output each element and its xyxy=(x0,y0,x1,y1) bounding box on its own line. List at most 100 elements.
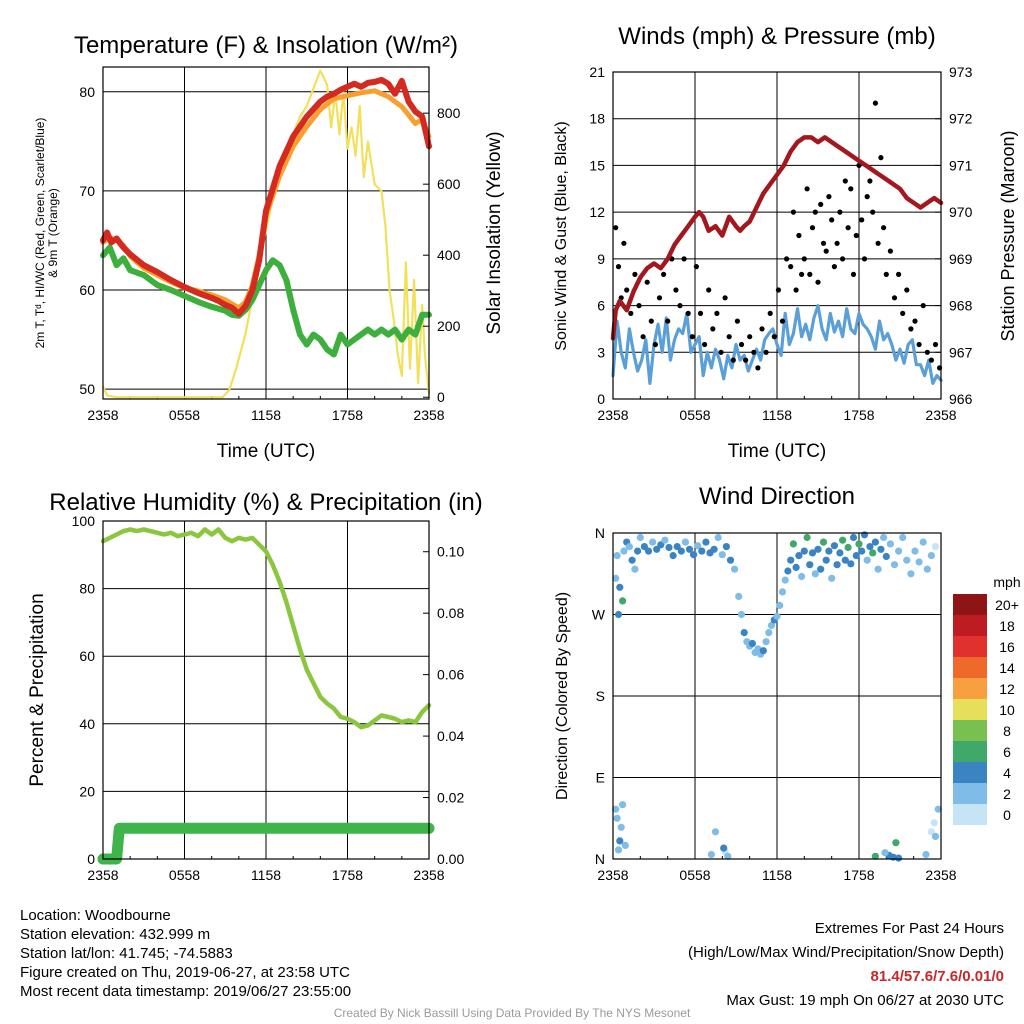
direction-point xyxy=(830,542,839,550)
gust-point xyxy=(872,100,879,106)
direction-point xyxy=(685,545,694,553)
gust-point xyxy=(747,334,753,340)
direction-point xyxy=(707,850,716,859)
gust-point xyxy=(681,256,687,262)
gust-point xyxy=(801,256,807,262)
humidity-x-tick-label: 2358 xyxy=(413,867,444,883)
gust-point xyxy=(743,357,749,363)
speed-legend-swatch xyxy=(953,699,987,720)
humidity-y-tick-label: 80 xyxy=(79,581,95,597)
gust-point xyxy=(779,318,786,324)
direction-point xyxy=(931,832,940,841)
gust-point xyxy=(738,341,745,348)
direction-point xyxy=(803,533,811,542)
temperature-y2-tick-label: 800 xyxy=(437,105,461,121)
figure-created: Figure created on Thu, 2019-06-27, at 23… xyxy=(20,964,350,981)
direction-point xyxy=(614,610,623,619)
direction-point xyxy=(711,828,720,836)
direction-point xyxy=(784,567,792,575)
direction-point xyxy=(677,547,685,555)
gust-point xyxy=(829,217,835,223)
direction-point xyxy=(731,565,739,573)
temperature-y-label-line2: & 9m T (Orange) xyxy=(46,188,60,278)
direction-point xyxy=(748,639,757,648)
gust-point xyxy=(820,240,827,246)
direction-point xyxy=(616,837,624,845)
speed-legend-swatch xyxy=(953,657,987,678)
gust-point xyxy=(730,357,736,363)
direction-point xyxy=(781,576,789,584)
gust-point xyxy=(928,357,935,363)
gust-point xyxy=(652,341,659,348)
humidity-y-tick-label: 100 xyxy=(72,513,96,529)
direction-point xyxy=(922,850,930,859)
direction-point xyxy=(621,841,629,850)
direction-point xyxy=(776,601,784,610)
direction-point xyxy=(871,852,880,860)
direction-point xyxy=(860,531,869,539)
direction-point xyxy=(852,552,860,560)
gust-point xyxy=(775,287,782,293)
direction-point xyxy=(911,547,919,555)
direction-point xyxy=(907,570,915,578)
direction-title: Wind Direction xyxy=(699,483,855,510)
gust-point xyxy=(848,186,854,192)
temperature-y-tick-label: 50 xyxy=(79,381,95,397)
temperature-y2-label-text: Solar Insolation (Yellow) xyxy=(484,131,505,334)
speed-legend-swatch xyxy=(953,720,987,741)
direction-point xyxy=(634,547,642,555)
direction-point xyxy=(844,543,852,552)
direction-point xyxy=(866,543,874,551)
direction-point xyxy=(698,547,706,555)
direction-point xyxy=(619,801,627,809)
winds-y-label-text: Sonic Wind & Gust (Blue, Black) xyxy=(553,121,570,350)
direction-point xyxy=(895,547,903,555)
direction-point xyxy=(620,547,628,555)
gust-point xyxy=(850,271,857,277)
gust-point xyxy=(883,271,889,277)
speed-legend-label: 14 xyxy=(999,660,1015,676)
gust-point xyxy=(870,209,876,215)
temperature-frame xyxy=(102,66,430,400)
direction-point xyxy=(934,805,942,813)
gust-point xyxy=(861,256,868,262)
direction-x-tick-label: 2358 xyxy=(925,867,956,883)
gust-point xyxy=(796,232,802,239)
humidity-title: Relative Humidity (%) & Precipitation (i… xyxy=(49,489,482,516)
direction-y-label: Direction (Colored By Speed) xyxy=(554,592,571,800)
winds-x-tick-label: 1158 xyxy=(762,407,792,423)
speed-legend-title: mph xyxy=(993,574,1020,590)
winds-y2-label: Station Pressure (Maroon) xyxy=(998,130,1018,341)
gust-point xyxy=(826,194,832,200)
direction-point xyxy=(612,574,620,582)
direction-point xyxy=(903,556,911,564)
winds-x-tick-label: 2358 xyxy=(925,407,956,423)
gust-point xyxy=(685,310,691,316)
speed-legend-label: 4 xyxy=(1003,765,1011,781)
speed-legend-label: 0 xyxy=(1003,807,1011,823)
direction-point xyxy=(836,549,844,557)
gust-point xyxy=(644,279,650,285)
winds-y-tick-label: 12 xyxy=(589,204,605,220)
winds-y2-tick-label: 972 xyxy=(949,111,973,127)
gust-point xyxy=(710,326,716,332)
gust-point xyxy=(812,209,818,215)
gust-point xyxy=(661,271,667,277)
gust-point xyxy=(689,334,695,340)
winds-y2-tick-label: 966 xyxy=(949,391,973,407)
temperature-y-label-line1: 2m T, Tᵈ, HI/WC (Red, Green, Scarlet/Blu… xyxy=(33,118,47,349)
gust-point xyxy=(799,271,805,277)
gust-point xyxy=(837,209,843,215)
gust-point xyxy=(628,310,634,316)
direction-point xyxy=(737,610,746,619)
temperature-title: Temperature (F) & Insolation (W/m²) xyxy=(74,32,458,59)
direction-point xyxy=(644,547,653,555)
direction-y-tick-label: N xyxy=(595,525,605,541)
winds-y2-tick-label: 973 xyxy=(949,64,973,80)
humidity-y2-tick-label: 0.02 xyxy=(437,790,464,806)
direction-point xyxy=(869,549,877,557)
direction-point xyxy=(890,561,899,569)
temperature-panel: Temperature (F) & Insolation (W/m²) 2358 0… xyxy=(33,32,505,462)
temperature-y-tick-label: 70 xyxy=(79,183,95,199)
